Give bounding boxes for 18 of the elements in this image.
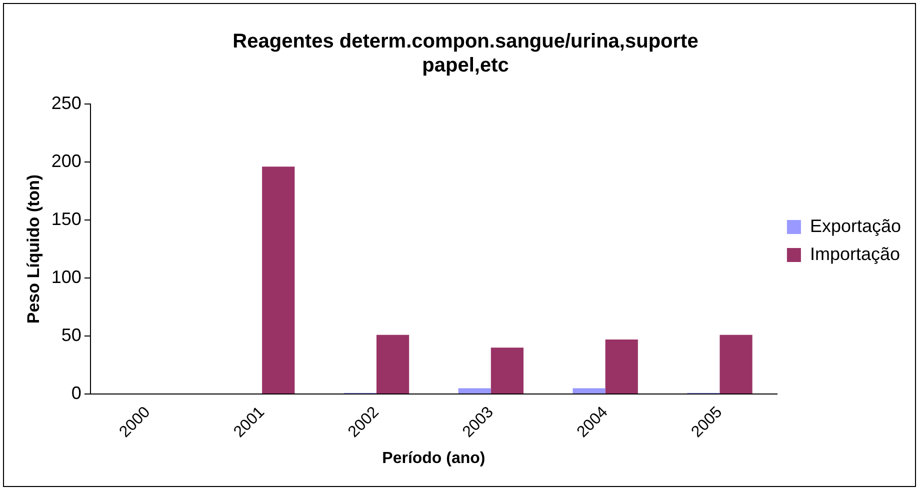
bar	[605, 340, 638, 394]
chart-title: Reagentes determ.compon.sangue/urina,suporte papel,etc	[232, 30, 698, 77]
y-tick-label: 0	[71, 383, 82, 404]
bar	[490, 348, 524, 394]
x-axis-title: Período (ano)	[382, 450, 486, 467]
bar	[572, 388, 606, 394]
legend-label: Exportação	[810, 216, 902, 236]
bar	[262, 166, 295, 394]
bar	[720, 334, 752, 394]
legend-label: Importação	[810, 244, 900, 264]
y-tick-label: 100	[51, 267, 82, 287]
y-tick-label: 150	[51, 208, 82, 229]
bar	[458, 388, 491, 394]
y-tick-label: 200	[51, 150, 82, 171]
y-tick-label: 50	[61, 325, 82, 346]
bar	[376, 334, 410, 394]
y-tick-label: 250	[51, 92, 82, 113]
y-axis-title: Peso Líquido (ton)	[24, 174, 43, 324]
